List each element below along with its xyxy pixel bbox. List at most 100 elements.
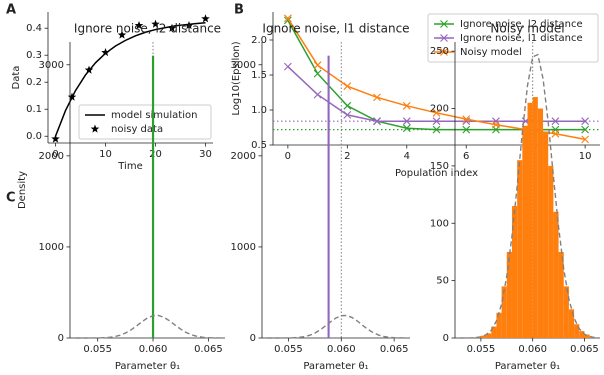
- y-tick-label: 200: [430, 104, 449, 115]
- prior-curve: [75, 314, 220, 339]
- x-tick-label: 10: [579, 151, 592, 162]
- marker: [283, 14, 292, 23]
- marker: [432, 117, 441, 126]
- y-tick-label: 2.0: [251, 35, 267, 46]
- marker: [313, 69, 322, 78]
- marker: [373, 93, 381, 102]
- marker: [67, 92, 77, 101]
- x-tick-label: 10: [99, 149, 112, 160]
- x-tick-label: 0.055: [467, 344, 496, 355]
- marker: [581, 135, 590, 144]
- marker: [551, 129, 560, 138]
- y-tick-label: 0.5: [251, 140, 267, 151]
- legend-label: noisy data: [111, 124, 163, 135]
- x-axis-label: Parameter θ₁: [495, 361, 560, 372]
- y-tick-label: 0: [443, 333, 449, 344]
- legend-label: Ignore noise, l1 distance: [460, 33, 583, 44]
- y-tick-label: 1000: [231, 242, 256, 253]
- legend-label: Noisy model: [460, 47, 522, 58]
- marker: [462, 125, 471, 134]
- x-tick-label: 0.055: [274, 344, 303, 355]
- marker: [184, 21, 194, 30]
- histogram-bar: [568, 309, 575, 338]
- marker: [402, 117, 411, 126]
- histogram-bar: [496, 312, 502, 338]
- y-axis-label: Log10(Epsilon): [231, 41, 242, 115]
- marker: [462, 115, 471, 123]
- y-tick-label: 1000: [39, 242, 64, 253]
- histogram-bar: [563, 286, 569, 338]
- histogram-bar: [517, 160, 523, 338]
- x-tick-label: 0.065: [570, 344, 599, 355]
- legend-marker: [440, 48, 448, 56]
- marker: [402, 101, 411, 110]
- marker: [51, 134, 60, 143]
- histogram-bar: [486, 333, 492, 338]
- x-tick-label: 0.055: [83, 344, 112, 355]
- chart-title: Ignore noise, l1 distance: [262, 22, 409, 36]
- legend-box: [78, 104, 212, 140]
- marker: [581, 117, 590, 126]
- histogram-bar: [491, 326, 497, 338]
- histogram-bar: [532, 97, 538, 339]
- x-axis-label: Parameter θ₁: [303, 361, 368, 372]
- x-tick-label: 6: [463, 151, 469, 162]
- x-tick-label: 0: [52, 149, 58, 160]
- x-tick-label: 2: [344, 151, 350, 162]
- legend-box: [427, 13, 599, 63]
- marker: [343, 82, 352, 91]
- x-axis-label: Parameter θ₁: [115, 361, 180, 372]
- histogram-bar: [537, 108, 544, 338]
- marker: [432, 108, 441, 117]
- panel-label: B: [234, 3, 244, 18]
- marker: [101, 48, 110, 57]
- y-tick-label: 0: [58, 333, 64, 344]
- marker: [201, 14, 210, 23]
- marker: [283, 62, 292, 71]
- histogram-bar: [574, 324, 580, 338]
- x-tick-label: 0.065: [194, 344, 223, 355]
- y-axis-label: Density: [17, 171, 28, 209]
- panel-label: A: [6, 3, 16, 18]
- marker: [343, 101, 352, 110]
- x-axis-label: Population index: [395, 168, 478, 179]
- y-axis-label: Data: [11, 66, 22, 90]
- x-tick-label: 30: [199, 149, 212, 160]
- histogram-bar: [327, 55, 330, 339]
- prior-curve: [460, 53, 595, 339]
- histogram-bar: [480, 335, 487, 338]
- prior-curve: [267, 314, 405, 339]
- legend-label: Ignore noise, l2 distance: [460, 19, 583, 30]
- x-axis-label: Time: [117, 161, 142, 172]
- histogram-bar: [506, 251, 512, 338]
- y-tick-label: 0: [250, 333, 256, 344]
- histogram-bar: [543, 131, 549, 338]
- histogram-bar: [522, 125, 528, 338]
- histogram-bar: [527, 102, 533, 338]
- y-tick-label: 50: [436, 276, 449, 287]
- x-tick-label: 4: [404, 151, 410, 162]
- x-tick-label: 0: [285, 151, 291, 162]
- marker: [167, 23, 177, 32]
- y-tick-label: 0.2: [26, 77, 42, 88]
- chart-title: Ignore noise, l2 distance: [74, 22, 221, 36]
- marker: [581, 125, 590, 134]
- histogram-bar: [548, 165, 554, 338]
- legend-marker: [90, 124, 100, 133]
- y-tick-label: 0.0: [26, 131, 42, 142]
- marker: [117, 30, 127, 39]
- y-tick-label: 0.4: [26, 23, 42, 34]
- y-tick-label: 0.1: [26, 104, 42, 115]
- marker: [313, 90, 322, 99]
- histogram-bar: [558, 251, 564, 338]
- y-tick-label: 2000: [231, 151, 256, 162]
- marker: [84, 65, 94, 74]
- y-tick-label: 1.5: [251, 70, 267, 81]
- marker: [551, 117, 560, 126]
- y-tick-label: 0.3: [26, 50, 42, 61]
- x-tick-label: 0.060: [327, 344, 356, 355]
- histogram-bar: [151, 55, 155, 339]
- y-tick-label: 150: [430, 161, 449, 172]
- y-tick-label: 100: [430, 218, 449, 229]
